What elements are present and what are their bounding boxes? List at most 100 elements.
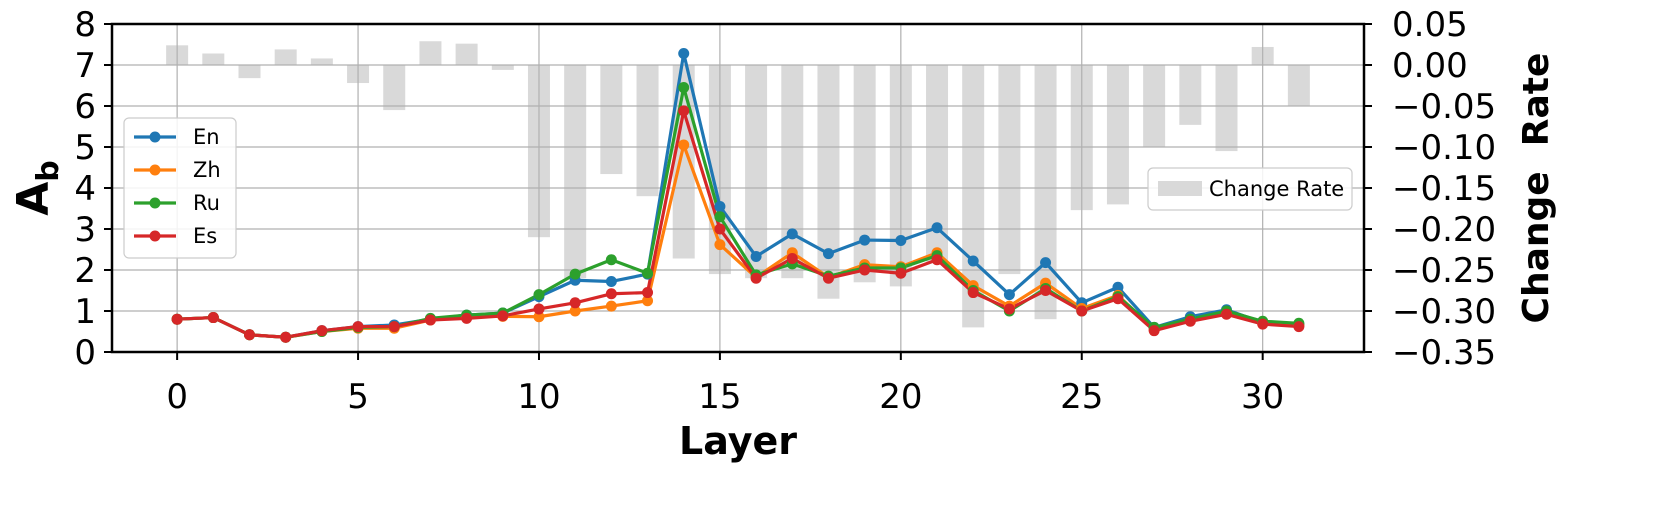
legend-label-zh: Zh (193, 158, 221, 182)
change-rate-bar (274, 49, 297, 65)
data-point-en (1003, 289, 1015, 301)
y-axis-left-label-main: A (8, 182, 59, 216)
data-point-es (1148, 325, 1160, 337)
data-point-es (1257, 318, 1269, 330)
legend-series: En Zh Ru Es (123, 117, 237, 259)
y-right-tick-label: 0.00 (1392, 46, 1468, 86)
change-rate-bar (1179, 65, 1202, 125)
data-point-en (1112, 281, 1124, 293)
y-left-tick-label: 3 (74, 210, 96, 250)
y-left-tick-label: 1 (74, 292, 96, 332)
legend-marker-en (149, 131, 161, 143)
data-point-ru (714, 211, 726, 223)
data-point-es (207, 312, 219, 324)
data-point-en (1040, 257, 1052, 269)
change-rate-bar (926, 65, 949, 262)
data-point-en (786, 228, 798, 240)
y-left-tick-label: 5 (74, 128, 96, 168)
data-point-es (1220, 308, 1232, 320)
change-rate-bar (238, 65, 261, 79)
change-rate-bar (998, 65, 1021, 275)
data-point-en (605, 275, 617, 287)
y-left-tick-label: 7 (74, 46, 96, 86)
change-rate-bar (745, 65, 768, 279)
series-line-en (177, 51, 1299, 339)
x-tick-label: 30 (1241, 377, 1284, 417)
data-point-en (895, 234, 907, 246)
y-left-tick-label: 0 (74, 333, 96, 373)
data-point-es (822, 272, 834, 284)
y-axis-left-label: Ab (8, 160, 66, 216)
data-point-es (859, 264, 871, 276)
y-right-tick-label: −0.35 (1392, 333, 1496, 373)
data-point-es (569, 297, 581, 309)
x-tick-label: 5 (347, 377, 369, 417)
data-point-zh (605, 300, 617, 312)
change-rate-bar (1034, 65, 1057, 320)
change-rate-bar (1215, 65, 1238, 152)
y-left-tick-label: 8 (74, 5, 96, 45)
x-tick-label: 0 (166, 377, 188, 417)
data-point-es (714, 223, 726, 235)
y-right-tick-label: −0.05 (1392, 87, 1496, 127)
legend-bars-box (1147, 167, 1353, 211)
data-point-en (714, 200, 726, 212)
data-point-es (1112, 293, 1124, 305)
y-right-tick-label: −0.20 (1392, 210, 1496, 250)
data-point-ru (605, 254, 617, 266)
series-points (171, 48, 1305, 343)
data-point-es (461, 312, 473, 324)
change-rate-bar (962, 65, 985, 328)
data-point-es (678, 105, 690, 117)
change-rate-bar (491, 65, 514, 70)
data-point-en (750, 250, 762, 262)
x-tick-label: 20 (879, 377, 922, 417)
data-point-es (967, 287, 979, 299)
data-point-es (931, 254, 943, 266)
y-right-tick-label: −0.30 (1392, 292, 1496, 332)
x-tick-label: 25 (1060, 377, 1103, 417)
legend-bar-swatch (1158, 181, 1202, 196)
data-point-en (822, 248, 834, 260)
change-rate-bar (383, 65, 406, 111)
legend-change-rate: Change Rate (1147, 167, 1353, 211)
data-point-es (352, 321, 364, 333)
change-rate-bar (853, 65, 876, 283)
x-tick-label: 10 (517, 377, 560, 417)
data-point-es (605, 288, 617, 300)
change-rate-bar (636, 65, 659, 197)
data-point-es (1293, 321, 1305, 333)
change-rate-bar (1287, 65, 1310, 106)
y-right-tick-label: −0.10 (1392, 128, 1496, 168)
data-point-zh (569, 305, 581, 317)
data-point-es (750, 272, 762, 284)
data-point-es (316, 325, 328, 337)
data-point-zh (642, 295, 654, 307)
series-lines (177, 51, 1299, 339)
data-point-zh (678, 139, 690, 151)
data-point-es (786, 253, 798, 265)
y-left-tick-label: 2 (74, 251, 96, 291)
data-point-zh (714, 239, 726, 251)
data-point-es (424, 314, 436, 326)
legend-label-change-rate: Change Rate (1209, 177, 1344, 201)
change-rate-bar (817, 65, 840, 299)
data-point-en (678, 48, 690, 60)
legend-label-es: Es (193, 224, 217, 248)
change-rate-bar (310, 58, 333, 65)
legend-marker-es (149, 230, 161, 242)
change-rate-bar (455, 43, 478, 65)
legend-marker-zh (149, 164, 161, 176)
data-point-ru (642, 267, 654, 279)
change-rate-bar (564, 65, 587, 279)
data-point-es (1003, 303, 1015, 315)
x-tick-label: 15 (698, 377, 741, 417)
data-point-es (497, 310, 509, 322)
data-point-en (967, 255, 979, 267)
data-point-ru (678, 82, 690, 94)
x-axis-label: Layer (679, 419, 797, 463)
y-axis-left-label-subscript: b (31, 160, 66, 181)
data-point-es (533, 303, 545, 315)
